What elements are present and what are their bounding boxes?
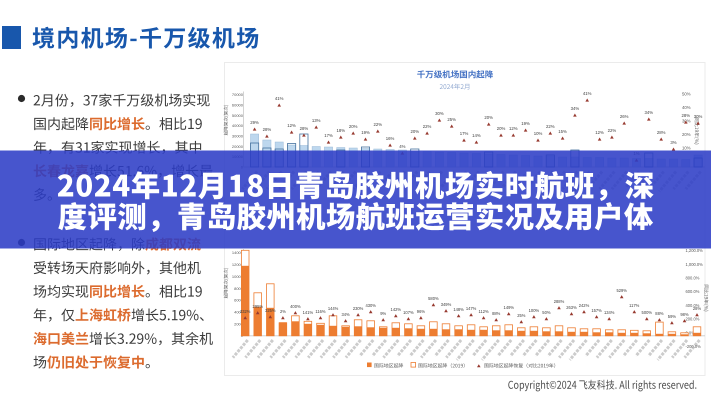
svg-text:100%: 100% xyxy=(529,308,540,313)
svg-text:1,000.0%: 1,000.0% xyxy=(686,262,704,267)
svg-text:134%: 134% xyxy=(604,310,615,315)
svg-text:14000: 14000 xyxy=(232,250,244,255)
svg-text:50000: 50000 xyxy=(232,113,244,118)
svg-text:22%: 22% xyxy=(608,128,617,133)
svg-text:295%: 295% xyxy=(253,304,264,309)
svg-text:149%: 149% xyxy=(504,305,515,310)
svg-text:800.0%: 800.0% xyxy=(686,276,700,281)
svg-text:529%: 529% xyxy=(616,288,627,293)
svg-text:10000: 10000 xyxy=(232,274,244,279)
svg-text:98%: 98% xyxy=(680,312,689,317)
svg-text:20%: 20% xyxy=(497,126,506,131)
svg-text:332%: 332% xyxy=(240,309,251,314)
svg-text:26%: 26% xyxy=(620,114,629,119)
svg-text:142%: 142% xyxy=(391,307,402,312)
svg-text:20%: 20% xyxy=(410,129,419,134)
svg-text:157%: 157% xyxy=(591,308,602,313)
svg-text:22%: 22% xyxy=(423,124,432,129)
svg-text:28%: 28% xyxy=(657,130,666,135)
svg-text:96%: 96% xyxy=(417,309,426,314)
svg-text:19%: 19% xyxy=(361,130,370,135)
svg-text:15%: 15% xyxy=(558,129,567,134)
svg-text:10%: 10% xyxy=(534,131,543,136)
svg-text:20%: 20% xyxy=(349,124,358,129)
svg-text:29%: 29% xyxy=(250,120,259,125)
svg-text:88%: 88% xyxy=(492,311,501,316)
svg-text:116%: 116% xyxy=(315,309,326,314)
svg-text:325%: 325% xyxy=(265,308,276,313)
svg-text:28%: 28% xyxy=(681,113,690,118)
svg-text:22%: 22% xyxy=(546,124,555,129)
svg-text:14%: 14% xyxy=(472,133,481,138)
svg-text:349%: 349% xyxy=(441,302,452,307)
svg-text:28%: 28% xyxy=(263,127,272,132)
svg-text:19%: 19% xyxy=(521,121,530,126)
svg-text:25%: 25% xyxy=(517,313,526,318)
svg-text:34%: 34% xyxy=(644,110,653,115)
svg-text:3%: 3% xyxy=(670,140,676,145)
svg-text:6000: 6000 xyxy=(234,298,244,303)
svg-text:30%: 30% xyxy=(435,111,444,116)
svg-text:34%: 34% xyxy=(571,106,580,111)
svg-text:148%: 148% xyxy=(453,307,464,312)
svg-text:30%: 30% xyxy=(682,118,691,123)
svg-text:12%: 12% xyxy=(287,123,296,128)
svg-text:22%: 22% xyxy=(373,122,382,127)
svg-text:20000: 20000 xyxy=(232,144,244,149)
svg-text:0.0%: 0.0% xyxy=(686,330,696,335)
svg-text:40000: 40000 xyxy=(232,123,244,128)
svg-text:50%: 50% xyxy=(682,91,691,96)
svg-text:400.0%: 400.0% xyxy=(686,303,700,308)
svg-text:30%: 30% xyxy=(694,114,703,119)
svg-text:400%: 400% xyxy=(290,304,301,309)
svg-text:50%: 50% xyxy=(542,310,551,315)
svg-text:30000: 30000 xyxy=(232,134,244,139)
svg-text:59%: 59% xyxy=(668,314,677,319)
svg-text:70000: 70000 xyxy=(232,92,244,97)
svg-text:117%: 117% xyxy=(629,303,640,308)
svg-text:34%: 34% xyxy=(341,312,350,317)
svg-text:18%: 18% xyxy=(336,128,345,133)
svg-text:28%: 28% xyxy=(300,126,309,131)
svg-text:12000: 12000 xyxy=(232,262,244,267)
svg-text:20%: 20% xyxy=(484,115,493,120)
svg-text:141%: 141% xyxy=(303,310,314,315)
svg-text:40%: 40% xyxy=(682,105,691,110)
svg-text:13%: 13% xyxy=(312,118,321,123)
svg-text:12%: 12% xyxy=(509,126,518,131)
svg-text:88%: 88% xyxy=(655,311,664,316)
svg-text:263%: 263% xyxy=(566,305,577,310)
svg-text:41%: 41% xyxy=(275,96,284,101)
svg-text:10%: 10% xyxy=(682,145,691,150)
svg-text:17%: 17% xyxy=(460,131,469,136)
svg-text:1,200.0%: 1,200.0% xyxy=(686,248,704,253)
svg-text:12%: 12% xyxy=(595,130,604,135)
svg-text:107%: 107% xyxy=(403,310,414,315)
svg-text:25%: 25% xyxy=(447,117,456,122)
svg-text:28%: 28% xyxy=(693,306,702,311)
svg-text:16%: 16% xyxy=(386,136,395,141)
svg-text:9%: 9% xyxy=(380,311,386,316)
svg-text:580%: 580% xyxy=(428,296,439,301)
svg-text:288%: 288% xyxy=(554,299,565,304)
svg-text:144%: 144% xyxy=(328,306,339,311)
svg-text:600.0%: 600.0% xyxy=(686,289,700,294)
svg-text:2000: 2000 xyxy=(234,321,244,326)
svg-text:242%: 242% xyxy=(579,303,590,308)
svg-text:17%: 17% xyxy=(324,133,333,138)
svg-text:4000: 4000 xyxy=(234,310,244,315)
svg-text:430%: 430% xyxy=(365,303,376,308)
svg-text:2%: 2% xyxy=(280,309,286,314)
svg-text:20%: 20% xyxy=(682,132,691,137)
svg-text:230%: 230% xyxy=(353,306,364,311)
svg-text:41%: 41% xyxy=(583,91,592,96)
svg-text:200.0%: 200.0% xyxy=(686,317,700,322)
svg-text:8000: 8000 xyxy=(234,286,244,291)
svg-text:500%: 500% xyxy=(642,310,653,315)
svg-text:60000: 60000 xyxy=(232,102,244,107)
svg-text:147%: 147% xyxy=(466,306,477,311)
svg-text:112%: 112% xyxy=(479,309,490,314)
svg-text:4%: 4% xyxy=(399,144,405,149)
